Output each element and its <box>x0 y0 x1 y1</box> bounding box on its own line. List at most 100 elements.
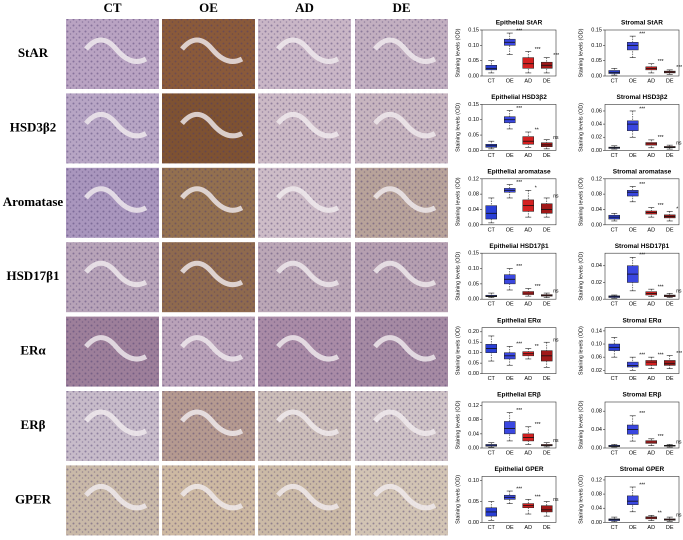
micrograph-texture <box>355 19 448 89</box>
y-tick-label: 0.04 <box>591 122 602 128</box>
y-axis-label: Staining levels (OD) <box>455 400 461 449</box>
x-tick-label: CT <box>488 376 496 382</box>
y-tick-label: 0.00 <box>591 73 602 79</box>
y-tick-label: 0.04 <box>591 207 602 213</box>
significance: *** <box>516 28 522 34</box>
significance: *** <box>639 182 645 188</box>
chart-title: Epithelial StAR <box>496 20 543 27</box>
box <box>522 136 534 145</box>
chart-title: Stromal aromatase <box>613 169 672 176</box>
significance: ns <box>676 440 682 446</box>
micrograph-texture <box>258 167 351 238</box>
y-tick-label: 0.12 <box>591 477 602 483</box>
significance: *** <box>639 106 645 112</box>
box <box>541 505 553 513</box>
y-tick-label: 0.00 <box>468 148 479 154</box>
y-axis-label: Staining levels (OD) <box>455 475 461 524</box>
gland <box>276 37 340 64</box>
significance: *** <box>639 253 645 259</box>
y-tick-label: 0.02 <box>591 280 602 286</box>
y-tick-label: 0.20 <box>468 329 479 335</box>
x-tick-label: DE <box>666 153 674 159</box>
box <box>485 205 497 220</box>
micrograph-texture <box>355 316 448 387</box>
significance: *** <box>658 352 664 358</box>
significance: *** <box>516 486 522 492</box>
box <box>627 42 639 51</box>
x-tick-label: DE <box>543 78 551 84</box>
gland <box>276 335 340 362</box>
x-tick-label: AD <box>647 302 655 308</box>
y-axis-label: Staining levels (OD) <box>578 400 584 449</box>
x-tick-label: AD <box>524 78 532 84</box>
y-tick-label: 0.06 <box>591 108 602 114</box>
plot-frame <box>604 252 680 300</box>
column-header: CT <box>103 0 121 15</box>
y-tick-label: 0.10 <box>468 350 479 356</box>
y-tick-label: 0.00 <box>591 148 602 154</box>
gland <box>84 37 148 64</box>
y-axis-label: Staining levels (OD) <box>455 177 461 226</box>
y-tick-label: 0.08 <box>468 192 479 198</box>
x-tick-label: CT <box>488 302 496 308</box>
x-tick-label: DE <box>666 376 674 382</box>
y-tick-label: 0.00 <box>591 445 602 451</box>
y-axis-label: Staining levels (OD) <box>578 326 584 375</box>
gland <box>276 111 340 139</box>
significance: *** <box>516 408 522 414</box>
gland <box>180 483 244 511</box>
box <box>627 361 639 368</box>
y-axis-label: Staining levels (OD) <box>578 252 584 301</box>
y-axis-label: Staining levels (OD) <box>578 103 584 152</box>
box <box>485 65 497 71</box>
row-label: ERβ <box>21 417 46 432</box>
x-tick-label: AD <box>647 525 655 531</box>
micrograph-texture <box>66 391 159 461</box>
significance: *** <box>658 203 664 209</box>
y-tick-label: 0.04 <box>468 431 479 437</box>
y-tick-label: 0.10 <box>468 266 479 272</box>
plot-frame <box>481 104 557 151</box>
gland <box>373 260 437 288</box>
micrograph-texture <box>66 465 159 536</box>
y-tick-label: 0.00 <box>468 73 479 79</box>
chart-title: Stromal ERα <box>622 317 661 324</box>
x-tick-label: CT <box>611 525 619 531</box>
x-tick-label: DE <box>666 525 674 531</box>
y-tick-label: 0.08 <box>591 492 602 498</box>
y-tick-label: 0.14 <box>591 328 602 334</box>
significance: * <box>676 207 678 213</box>
y-tick-label: 0.02 <box>591 135 602 141</box>
y-tick-label: 0.00 <box>468 445 479 451</box>
gland <box>180 260 244 288</box>
y-axis-label: Staining levels (OD) <box>455 103 461 152</box>
significance: *** <box>658 135 664 141</box>
gland <box>84 186 148 213</box>
y-tick-label: 0.04 <box>468 207 479 213</box>
significance: ** <box>658 511 662 517</box>
x-tick-label: DE <box>543 153 551 159</box>
gland <box>276 186 340 213</box>
micrograph-texture <box>258 465 351 536</box>
y-tick-label: 0.15 <box>468 27 479 33</box>
x-tick-label: CT <box>611 302 619 308</box>
significance: ns <box>676 512 682 518</box>
x-tick-label: OE <box>629 78 637 84</box>
micrograph-texture <box>162 465 255 536</box>
chart-title: Stromal ERβ <box>622 392 661 399</box>
x-tick-label: AD <box>647 450 655 456</box>
x-tick-label: DE <box>543 376 551 382</box>
chart-title: Epithelial ERα <box>497 317 541 324</box>
x-tick-label: AD <box>524 525 532 531</box>
x-tick-label: OE <box>629 153 637 159</box>
significance: *** <box>639 352 645 358</box>
x-tick-label: OE <box>506 376 514 382</box>
significance: ns <box>553 338 559 344</box>
y-tick-label: 0.08 <box>591 409 602 415</box>
y-axis-label: Staining levels (OD) <box>578 475 584 524</box>
plot-frame <box>604 401 680 449</box>
micrograph-texture <box>258 19 351 89</box>
micrograph-texture <box>66 167 159 238</box>
x-tick-label: DE <box>666 227 674 233</box>
x-tick-label: OE <box>506 450 514 456</box>
